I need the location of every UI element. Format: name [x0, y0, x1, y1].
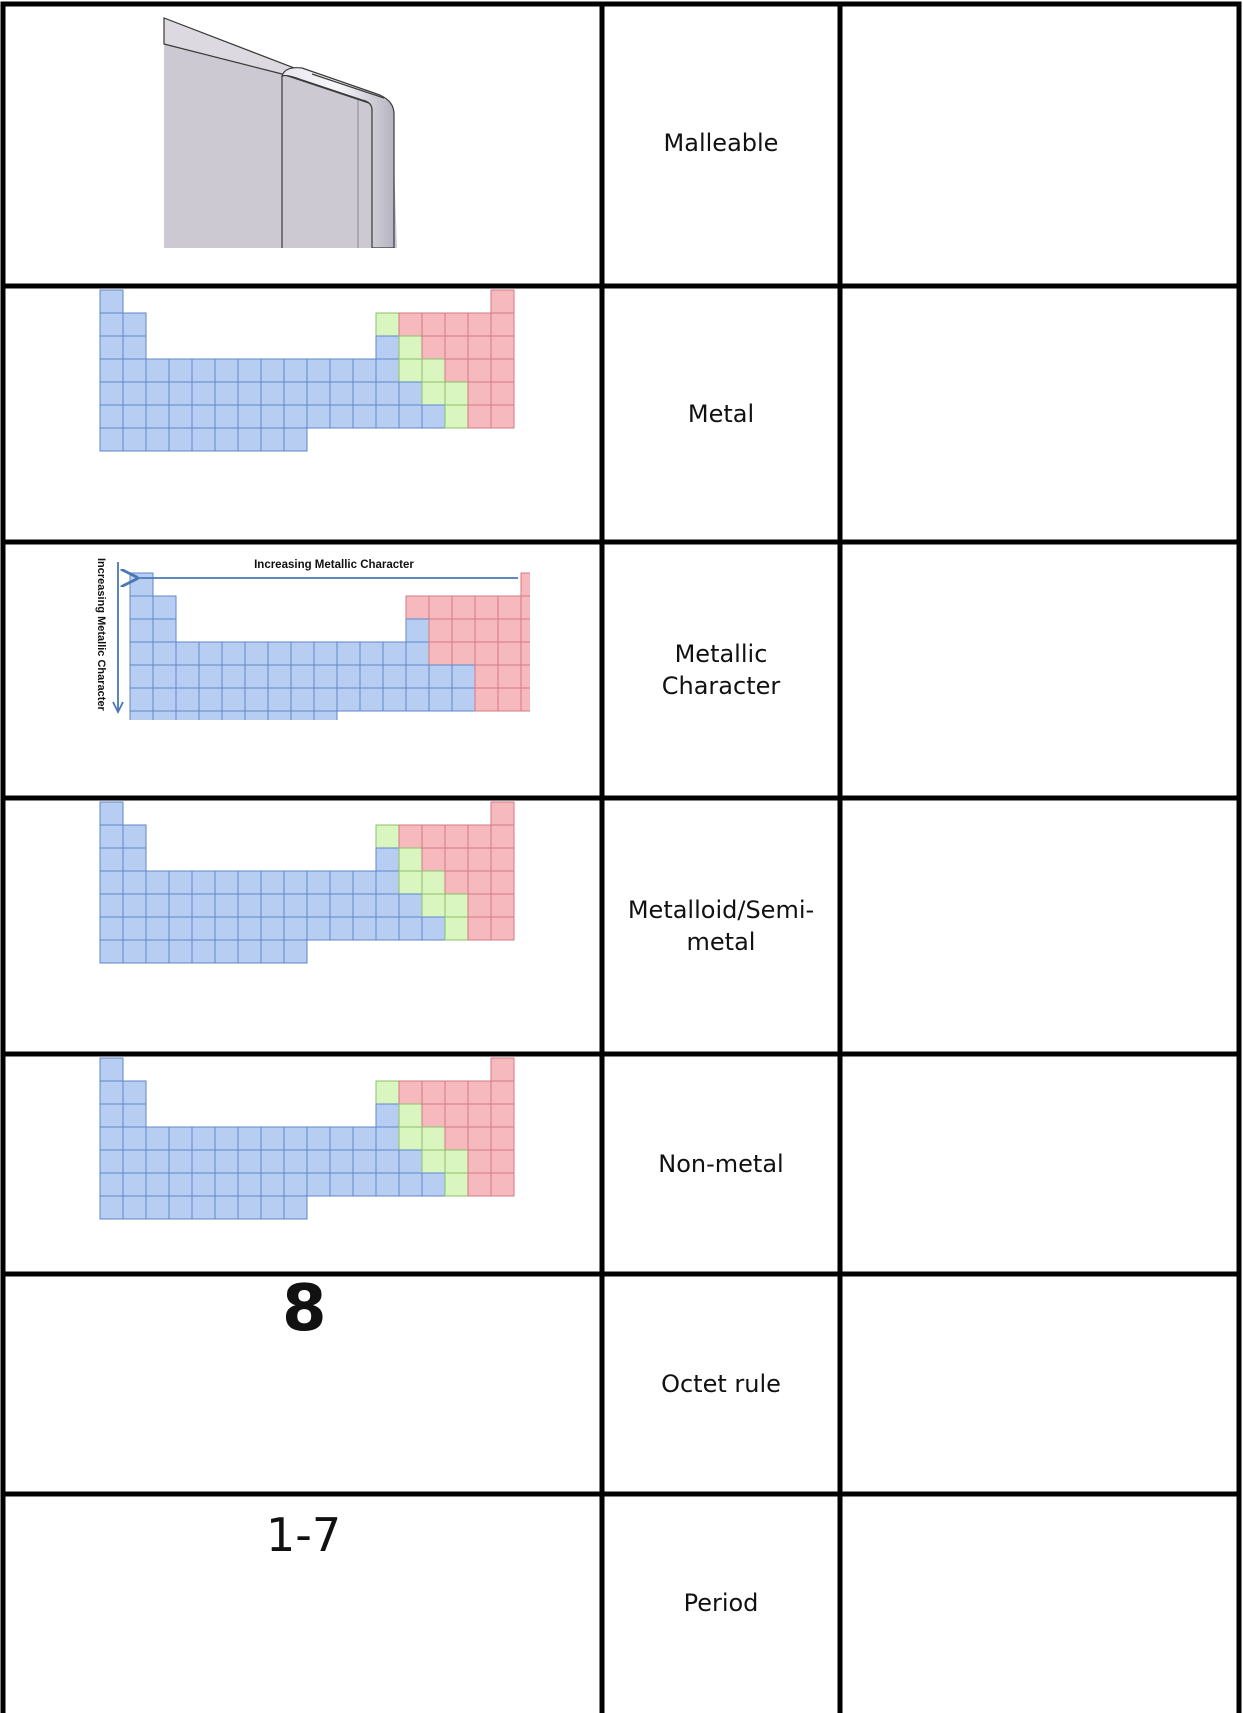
element-cell: [520, 664, 530, 689]
table-row-non-metal: Non-metal: [0, 1054, 1243, 1274]
periodic-table-trend-grid: [129, 572, 530, 720]
term-label: Metalloid/Semi-metal: [627, 895, 815, 956]
table-row-period: 1-7 Period: [0, 1494, 1243, 1713]
element-cell: [152, 710, 177, 720]
term-label: Non-metal: [658, 1149, 784, 1178]
element-cell: [175, 710, 200, 720]
table-row-malleable: Malleable: [0, 0, 1243, 286]
metallic-character-trend-image: Increasing Metallic Character Increasing…: [95, 558, 530, 720]
periodic-table-image: [99, 289, 515, 452]
image-cell: [0, 798, 602, 1054]
octet-number: 8: [282, 1272, 327, 1346]
vertical-trend-label: Increasing Metallic Character: [95, 558, 107, 712]
periodic-table-image: [99, 801, 515, 964]
element-cell: [267, 710, 292, 720]
term-cell: Metal: [602, 286, 840, 542]
horizontal-trend-label: Increasing Metallic Character: [254, 559, 414, 571]
term-label: Metal: [687, 399, 755, 428]
element-cell: [520, 595, 530, 620]
table-row-octet-rule: 8 Octet rule: [0, 1272, 1243, 1494]
image-cell: [0, 286, 602, 542]
element-cell: [283, 1195, 308, 1220]
table-row-metalloid: Metalloid/Semi-metal: [0, 798, 1243, 1054]
image-cell: 1-7: [0, 1494, 602, 1713]
image-cell: [0, 0, 602, 286]
term-label: Malleable: [663, 128, 779, 157]
element-cell: [490, 404, 515, 429]
term-label: Metallic Character: [661, 639, 781, 700]
image-cell: Increasing Metallic Character Increasing…: [0, 542, 602, 798]
table-row-metallic-character: Increasing Metallic Character Increasing…: [0, 542, 1243, 798]
element-cell: [290, 710, 315, 720]
image-cell: 8: [0, 1272, 602, 1494]
element-cell: [283, 939, 308, 964]
element-cell: [283, 427, 308, 452]
element-cell: [221, 710, 246, 720]
period-range: 1-7: [266, 1508, 342, 1562]
element-cell: [490, 1172, 515, 1197]
element-cell: [490, 916, 515, 941]
term-cell: Malleable: [602, 0, 840, 286]
term-label: Octet rule: [661, 1369, 781, 1398]
term-cell: Non-metal: [602, 1054, 840, 1274]
element-cell: [198, 710, 223, 720]
term-cell: Period: [602, 1494, 840, 1713]
term-cell: Octet rule: [602, 1274, 840, 1494]
element-cell: [244, 710, 269, 720]
term-label: Period: [683, 1589, 759, 1618]
term-cell: Metallic Character: [602, 542, 840, 798]
element-cell: [313, 710, 338, 720]
term-cell: Metalloid/Semi-metal: [602, 798, 840, 1054]
bent-sheet-image: [163, 17, 397, 248]
element-cell: [520, 687, 530, 712]
image-cell: [0, 1054, 602, 1274]
element-cell: [520, 618, 530, 643]
element-cell: [520, 641, 530, 666]
table-row-metal: Metal: [0, 286, 1243, 542]
element-cell: [129, 710, 154, 720]
element-cell: [520, 572, 530, 597]
periodic-table-image: [99, 1057, 515, 1220]
